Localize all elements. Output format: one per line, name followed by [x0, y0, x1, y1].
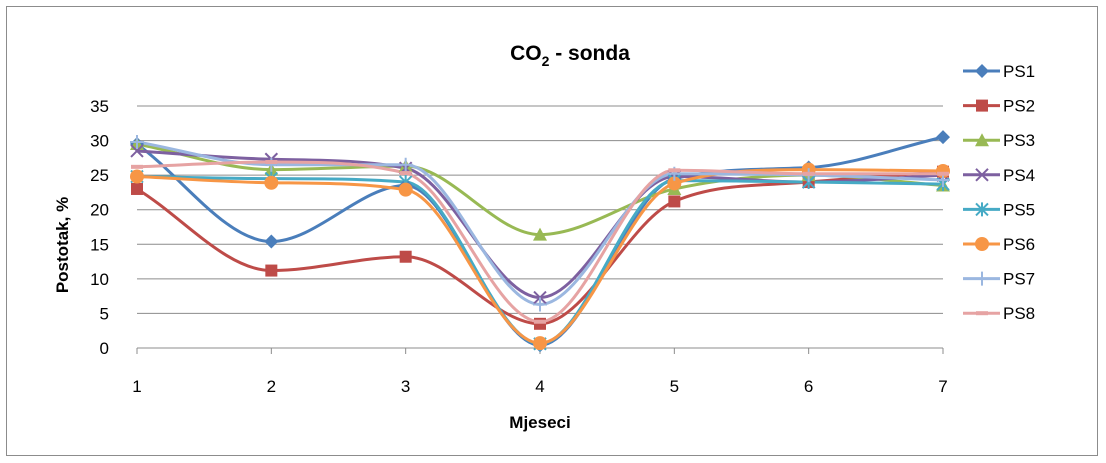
legend-item-ps6: PS6	[963, 235, 1035, 254]
data-point-ps8	[534, 319, 546, 324]
data-point-ps7	[398, 157, 413, 172]
data-point-ps8	[131, 164, 143, 169]
x-tick-label: 7	[938, 377, 947, 396]
y-tick-label: 30	[90, 132, 109, 151]
x-axis-title: Mjeseci	[509, 413, 570, 432]
x-tick-label: 2	[267, 377, 276, 396]
legend-marker	[975, 168, 989, 182]
chart-title-suffix: - sonda	[549, 42, 630, 65]
series-line-ps6	[136, 168, 944, 345]
data-point-ps2	[265, 264, 278, 277]
legend-label: PS4	[1003, 166, 1035, 185]
y-tick-label: 15	[90, 235, 109, 254]
data-point-ps6	[264, 175, 279, 190]
data-point-ps8	[399, 171, 412, 176]
chart-title: CO2 - sonda	[510, 42, 630, 69]
legend-marker	[975, 237, 989, 251]
legend-item-ps1: PS1	[963, 62, 1035, 81]
x-tick-label: 3	[401, 377, 410, 396]
legend-marker	[975, 64, 989, 78]
legend-marker	[975, 202, 989, 217]
legend-label: PS5	[1003, 200, 1035, 219]
y-tick-label: 35	[90, 97, 109, 116]
legend-marker	[976, 99, 988, 112]
x-tick-label: 5	[670, 377, 679, 396]
legend-item-ps3: PS3	[963, 131, 1035, 150]
legend-marker	[975, 133, 989, 147]
data-point-ps8	[668, 168, 681, 173]
legend-label: PS1	[1003, 62, 1035, 81]
y-tick-label: 25	[90, 166, 109, 185]
chart-title-subscript: 2	[542, 53, 550, 69]
data-point-ps8	[265, 160, 278, 165]
data-point-ps2	[534, 317, 546, 330]
series-markers	[130, 130, 950, 353]
legend: PS1 PS2 PS3 PS4 PS5 PS6 PS7 PS8	[963, 62, 1035, 323]
data-point-ps2	[668, 195, 681, 208]
data-point-ps8	[802, 171, 815, 176]
data-point-ps6	[533, 336, 547, 351]
y-axis-ticks: 0 5 10 15 20 25 30 35	[90, 97, 109, 358]
data-point-ps3	[533, 227, 547, 241]
legend-item-ps7: PS7	[963, 270, 1035, 289]
x-tick-label: 1	[132, 377, 141, 396]
legend-item-ps2: PS2	[963, 97, 1035, 116]
legend-label: PS6	[1003, 235, 1035, 254]
legend-label: PS8	[1003, 304, 1035, 323]
legend-item-ps4: PS4	[963, 166, 1035, 185]
data-point-ps1	[264, 234, 279, 249]
legend-marker	[975, 271, 989, 286]
data-point-ps8	[937, 171, 949, 176]
data-point-ps7	[130, 134, 144, 149]
y-tick-label: 10	[90, 270, 109, 289]
legend-item-ps8: PS8	[963, 304, 1035, 323]
data-point-ps6	[667, 176, 682, 191]
data-point-ps1	[936, 130, 950, 145]
y-axis-title: Postotak, %	[53, 197, 72, 293]
gridlines	[137, 105, 943, 349]
legend-marker	[976, 311, 988, 316]
legend-item-ps5: PS5	[963, 200, 1035, 219]
y-tick-label: 0	[100, 339, 109, 358]
x-tick-label: 4	[535, 377, 544, 396]
series-lines	[136, 135, 944, 347]
chart-frame	[6, 6, 1098, 456]
chart-title-main: CO	[510, 42, 542, 65]
data-point-ps4	[130, 144, 144, 158]
data-point-ps7	[533, 297, 547, 312]
x-axis-ticks: 1 2 3 4 5 6 7	[132, 377, 947, 396]
y-tick-label: 5	[100, 304, 109, 323]
data-point-ps2	[131, 182, 143, 195]
x-tick-label: 6	[804, 377, 813, 396]
data-point-ps6	[398, 182, 413, 197]
data-point-ps6	[130, 169, 144, 184]
legend-label: PS3	[1003, 131, 1035, 150]
legend-label: PS7	[1003, 270, 1035, 289]
y-tick-label: 20	[90, 201, 109, 220]
data-point-ps2	[399, 250, 412, 263]
legend-label: PS2	[1003, 97, 1035, 116]
